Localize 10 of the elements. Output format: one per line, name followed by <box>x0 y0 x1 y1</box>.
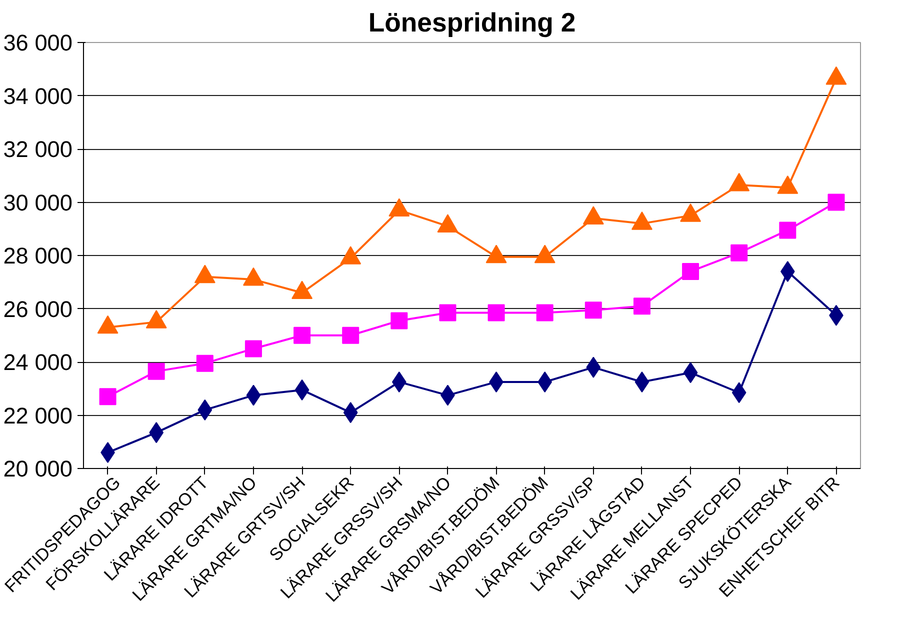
y-tick-label: 34 000 <box>3 82 72 109</box>
y-tick-label: 26 000 <box>3 296 72 322</box>
chart-title: Lönespridning 2 <box>368 8 576 38</box>
y-tick-label: 32 000 <box>3 136 72 162</box>
y-tick-label: 22 000 <box>3 402 72 428</box>
y-tick-label: 28 000 <box>3 242 72 268</box>
y-tick-label: 20 000 <box>3 456 72 482</box>
y-tick-label: 24 000 <box>3 349 72 375</box>
y-tick-label: 30 000 <box>3 189 72 216</box>
y-tick-label: 36 000 <box>3 30 72 56</box>
